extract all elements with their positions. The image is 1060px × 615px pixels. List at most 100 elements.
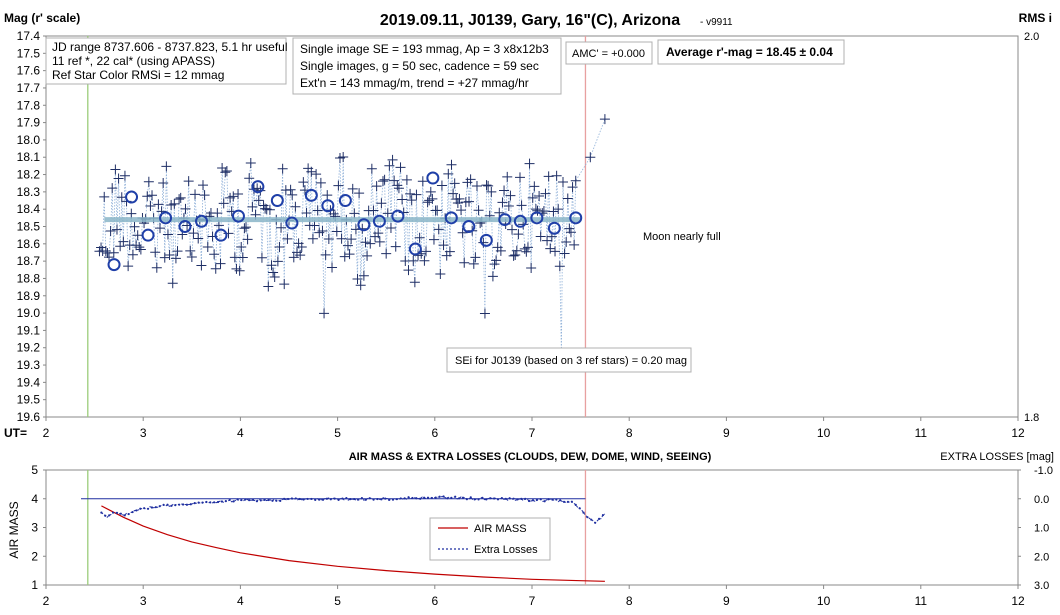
single-image-point bbox=[306, 166, 317, 177]
extra-losses-point bbox=[263, 498, 266, 501]
extra-losses-point bbox=[302, 498, 305, 501]
upper-xtick-label: 2 bbox=[43, 426, 50, 440]
single-image-point bbox=[554, 261, 565, 272]
single-image-point bbox=[288, 252, 299, 263]
upper-ytick-label: 18.8 bbox=[17, 271, 41, 285]
single-image-point bbox=[233, 189, 244, 200]
single-image-point bbox=[444, 246, 455, 257]
lower-right-tick-label: -1.0 bbox=[1034, 465, 1053, 477]
single-image-point bbox=[301, 207, 312, 218]
extra-losses-point bbox=[372, 498, 375, 501]
extra-losses-point bbox=[434, 496, 437, 499]
extra-losses-line bbox=[101, 495, 606, 524]
single-image-point bbox=[129, 221, 140, 232]
legend-airmass-label: AIR MASS bbox=[474, 523, 527, 535]
extra-losses-point bbox=[174, 504, 177, 507]
single-image-point bbox=[99, 191, 110, 202]
single-image-point bbox=[327, 262, 338, 273]
extra-losses-point bbox=[333, 497, 336, 500]
extra-losses-point bbox=[345, 497, 348, 500]
single-image-point bbox=[119, 170, 130, 181]
single-image-point bbox=[209, 249, 220, 260]
binned-point bbox=[426, 171, 440, 185]
legend-extra-label: Extra Losses bbox=[474, 544, 538, 556]
single-image-point bbox=[123, 261, 134, 272]
single-image-point bbox=[215, 258, 226, 269]
extra-losses-point bbox=[454, 495, 457, 498]
single-image-point bbox=[350, 224, 361, 235]
single-image-point bbox=[151, 262, 162, 273]
upper-right-tick-label: 1.8 bbox=[1024, 412, 1039, 424]
extra-losses-point bbox=[337, 498, 340, 502]
upper-ytick-label: 18.7 bbox=[17, 254, 41, 268]
single-image-point bbox=[346, 234, 357, 245]
binned-point bbox=[462, 220, 476, 233]
extra-losses-point bbox=[146, 507, 150, 510]
single-image-point bbox=[497, 197, 508, 208]
single-image-point bbox=[366, 163, 377, 174]
single-image-point bbox=[175, 192, 186, 203]
single-image-point bbox=[435, 269, 446, 280]
extra-losses-point bbox=[189, 503, 192, 506]
extra-losses-point bbox=[271, 499, 274, 502]
info-range-line3: Ref Star Color RMSi = 12 mmag bbox=[52, 68, 224, 82]
single-image-point bbox=[336, 233, 347, 244]
lower-right-tick-label: 3.0 bbox=[1034, 580, 1049, 592]
single-image-point bbox=[393, 183, 404, 194]
lower-right-tick-label: 1.0 bbox=[1034, 523, 1049, 535]
single-image-point bbox=[527, 192, 538, 203]
info-box-range bbox=[45, 37, 287, 85]
extra-losses-point bbox=[391, 498, 395, 501]
extra-losses-point bbox=[559, 499, 562, 502]
single-image-point bbox=[331, 226, 342, 237]
single-image-point bbox=[376, 198, 387, 209]
single-image-point bbox=[384, 160, 395, 171]
upper-xtick-label: 6 bbox=[431, 426, 438, 440]
single-image-point bbox=[495, 245, 506, 256]
extra-losses-point bbox=[415, 497, 418, 500]
single-image-point bbox=[322, 190, 333, 201]
single-image-point bbox=[295, 250, 306, 261]
single-image-point bbox=[352, 273, 363, 284]
single-image-point bbox=[513, 229, 524, 240]
extra-losses-point bbox=[570, 500, 573, 503]
single-image-point bbox=[486, 186, 497, 197]
extra-losses-point bbox=[123, 514, 126, 517]
single-image-point bbox=[242, 234, 253, 245]
extra-losses-point bbox=[407, 496, 410, 499]
single-image-point bbox=[397, 194, 408, 205]
single-image-point bbox=[473, 205, 484, 216]
single-image-point bbox=[406, 195, 417, 206]
single-image-point bbox=[374, 236, 385, 247]
single-image-point bbox=[436, 180, 447, 191]
single-image-point bbox=[529, 181, 540, 192]
extra-losses-point bbox=[384, 497, 387, 500]
single-image-point bbox=[358, 270, 369, 281]
single-image-point bbox=[438, 240, 449, 251]
extra-losses-point bbox=[228, 498, 231, 502]
extra-losses-point bbox=[108, 514, 111, 517]
upper-ytick-label: 19.1 bbox=[17, 323, 41, 337]
extra-losses-point bbox=[310, 497, 313, 501]
upper-ytick-label: 18.4 bbox=[17, 202, 41, 216]
extra-losses-point bbox=[279, 499, 282, 502]
single-image-point bbox=[274, 241, 285, 252]
single-image-point bbox=[419, 255, 430, 266]
single-image-point bbox=[127, 249, 138, 260]
extra-losses-point bbox=[240, 498, 243, 502]
binned-point bbox=[214, 228, 228, 242]
extra-losses-point bbox=[512, 497, 515, 500]
extra-losses-point bbox=[403, 497, 406, 500]
extra-losses-point bbox=[248, 499, 251, 502]
single-image-point bbox=[535, 231, 546, 242]
lower-xtick-label: 8 bbox=[626, 594, 633, 608]
lower-xtick-label: 7 bbox=[529, 594, 536, 608]
single-image-point bbox=[150, 247, 161, 258]
extra-losses-point bbox=[547, 498, 550, 501]
extra-losses-point bbox=[524, 497, 527, 501]
moon-note: Moon nearly full bbox=[643, 231, 721, 243]
single-image-point bbox=[382, 208, 393, 219]
lower-ytick-label: 4 bbox=[31, 492, 38, 506]
extra-losses-point bbox=[325, 497, 329, 500]
